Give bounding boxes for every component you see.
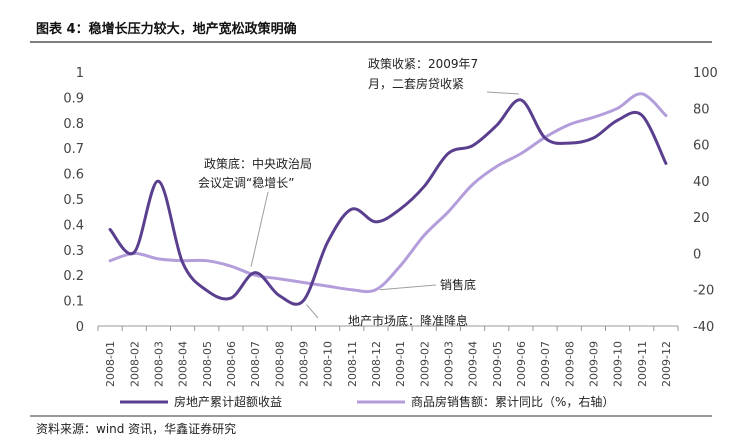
left-tick-label: 0 — [76, 320, 84, 335]
annotation-policy-bottom: 政策底：中央政治局 会议定调“稳增长” — [198, 156, 312, 190]
right-tick-label: 100 — [693, 66, 718, 81]
x-tick-label: 2009-04 — [467, 341, 480, 387]
left-tick-label: 0.8 — [63, 117, 84, 132]
left-tick-label: 0.7 — [63, 142, 84, 157]
x-tick-label: 2009-12 — [660, 341, 673, 387]
figure-title: 图表 4：稳增长压力较大，地产宽松政策明确 — [36, 21, 297, 37]
source-note: 资料来源：wind 资讯，华鑫证券研究 — [36, 421, 236, 436]
right-tick-label: -20 — [693, 284, 714, 299]
x-tick-label: 2008-09 — [297, 341, 310, 387]
left-tick-label: 0.6 — [63, 168, 84, 183]
leader-sales-bottom — [379, 284, 437, 291]
leader-policy-tighten — [486, 91, 519, 95]
annotation-policy-bottom-line1: 政策底：中央政治局 — [204, 156, 312, 171]
x-tick-label: 2008-03 — [152, 341, 165, 387]
left-tick-label: 0.3 — [63, 244, 84, 259]
legend: 房地产累计超额收益 商品房销售额：累计同比（%，右轴） — [120, 394, 614, 409]
annotation-market-bottom-line1: 地产市场底：降准降息 — [348, 313, 468, 328]
x-tick-label: 2009-05 — [491, 341, 504, 387]
x-tick-label: 2008-12 — [370, 341, 383, 387]
x-tick-label: 2009-06 — [515, 341, 528, 387]
series-layer — [108, 92, 668, 306]
leader-market-bottom — [306, 304, 319, 319]
series-line-excess-return — [108, 98, 668, 306]
series-line-sales-yoy — [108, 92, 668, 294]
legend-label-series1: 房地产累计超额收益 — [174, 394, 282, 409]
right-tick-label: 80 — [693, 102, 710, 117]
right-tick-label: 0 — [693, 247, 701, 262]
right-tick-label: 20 — [693, 211, 710, 226]
x-tick-label: 2008-06 — [225, 341, 238, 387]
x-tick-label: 2008-07 — [249, 341, 262, 387]
right-tick-label: 60 — [693, 139, 710, 154]
x-tick-label: 2008-05 — [201, 341, 214, 387]
annotation-policy-tighten-line1: 政策收紧：2009年7 — [368, 57, 478, 71]
annotation-market-bottom: 地产市场底：降准降息 — [348, 313, 468, 328]
annotation-policy-bottom-line2: 会议定调“稳增长” — [198, 175, 294, 190]
x-tick-label: 2009-03 — [442, 341, 455, 387]
right-axis: -40 -20 0 20 40 60 80 100 — [693, 66, 718, 335]
annotation-policy-tighten: 政策收紧：2009年7 月，二套房贷收紧 — [368, 57, 478, 91]
x-tick-label: 2009-10 — [612, 341, 625, 387]
x-tick-label: 2009-02 — [418, 341, 431, 387]
right-tick-label: -40 — [693, 320, 714, 335]
left-tick-label: 0.9 — [63, 91, 84, 106]
left-tick-label: 0.2 — [63, 269, 84, 284]
x-tick-label: 2008-01 — [104, 341, 117, 387]
leader-policy-bottom — [250, 191, 269, 267]
left-tick-label: 0.5 — [63, 193, 84, 208]
x-tick-label: 2008-10 — [322, 341, 335, 387]
left-tick-label: 0.4 — [63, 218, 84, 233]
x-tick-label: 2009-01 — [394, 341, 407, 387]
left-axis: 0 0.1 0.2 0.3 0.4 0.5 0.6 0.7 0.8 0.9 1 — [63, 66, 84, 335]
x-tick-label: 2008-11 — [346, 341, 359, 387]
x-tick-label: 2008-08 — [273, 341, 286, 387]
x-tick-label: 2008-04 — [177, 341, 190, 387]
annotation-sales-bottom-line1: 销售底 — [440, 277, 476, 292]
x-tick-label: 2009-11 — [636, 341, 649, 387]
x-tick-label: 2009-07 — [539, 341, 552, 387]
legend-label-series2: 商品房销售额：累计同比（%，右轴） — [411, 394, 614, 409]
x-tick-label: 2008-02 — [128, 341, 141, 387]
x-tick-label: 2009-08 — [563, 341, 576, 387]
left-tick-label: 0.1 — [63, 295, 84, 310]
right-tick-label: 40 — [693, 175, 710, 190]
x-axis: 2008-01 2008-02 2008-03 2008-04 2008-05 2008-… — [97, 325, 679, 387]
annotation-leaders — [250, 91, 519, 319]
annotation-sales-bottom: 销售底 — [440, 277, 476, 292]
x-tick-label: 2009-09 — [587, 341, 600, 387]
annotation-policy-tighten-line2: 月，二套房贷收紧 — [368, 76, 464, 91]
left-tick-label: 1 — [76, 66, 84, 81]
